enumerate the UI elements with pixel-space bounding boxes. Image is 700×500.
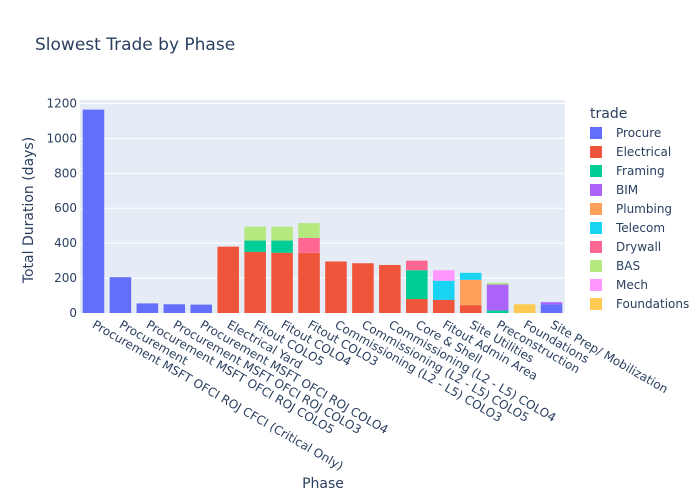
bar-telecom[interactable]	[432, 280, 455, 300]
bar-electrical[interactable]	[298, 252, 320, 313]
legend-item[interactable]: Telecom	[590, 221, 665, 235]
bar-foundations[interactable]	[513, 304, 536, 313]
bar-electrical[interactable]	[459, 305, 482, 313]
y-tick-label: 1000	[46, 131, 77, 145]
chart-title: Slowest Trade by Phase	[35, 35, 235, 55]
bar-electrical[interactable]	[244, 251, 266, 313]
y-axis-ticks: 0 200 400 600 800 1000 1200	[46, 96, 77, 320]
legend-label: Telecom	[615, 221, 665, 235]
bar-procure[interactable]	[190, 304, 213, 313]
legend-item[interactable]: BIM	[590, 183, 638, 197]
legend-item[interactable]: Plumbing	[590, 202, 672, 216]
legend-swatch	[590, 222, 602, 234]
legend-label: Plumbing	[616, 202, 672, 216]
legend-item[interactable]: Foundations	[590, 297, 689, 311]
legend-label: Procure	[616, 126, 661, 140]
legend-label: BAS	[616, 259, 640, 273]
legend-swatch	[590, 165, 602, 177]
bar-electrical[interactable]	[352, 263, 374, 313]
x-axis-ticks: Procurement MSFT OFCI ROJ CFCI (Critical…	[90, 317, 671, 473]
legend-item[interactable]: Electrical	[590, 145, 671, 159]
legend-swatch	[590, 279, 602, 291]
y-tick-label: 400	[54, 236, 77, 250]
bar-electrical[interactable]	[379, 264, 401, 313]
bar-framing[interactable]	[271, 240, 293, 253]
legend-item[interactable]: Drywall	[590, 240, 661, 254]
legend-swatch	[590, 241, 602, 253]
legend-swatch	[590, 298, 602, 310]
legend-label: BIM	[616, 183, 638, 197]
bar-procure[interactable]	[82, 109, 105, 313]
bar-electrical[interactable]	[271, 252, 293, 313]
bar-electrical[interactable]	[325, 261, 347, 314]
legend-swatch	[590, 127, 602, 139]
bar-framing[interactable]	[486, 310, 509, 313]
y-tick-label: 800	[54, 166, 77, 180]
legend-swatch	[590, 184, 602, 196]
y-tick-label: 600	[54, 201, 77, 215]
bar-electrical[interactable]	[217, 246, 239, 313]
legend-swatch	[590, 203, 602, 215]
legend-item[interactable]: BAS	[590, 259, 640, 273]
bar-procure[interactable]	[136, 303, 159, 313]
bar-procure[interactable]	[163, 304, 186, 313]
bars	[82, 109, 563, 314]
bar-plumbing[interactable]	[459, 279, 482, 306]
bar-bas[interactable]	[271, 226, 293, 241]
legend-label: Framing	[616, 164, 665, 178]
bar-procure[interactable]	[109, 277, 132, 313]
bar-drywall[interactable]	[298, 237, 320, 253]
legend-title: trade	[590, 106, 627, 122]
legend-label: Mech	[616, 278, 648, 292]
bar-bas[interactable]	[298, 223, 320, 238]
bar-bim[interactable]	[540, 302, 563, 305]
y-tick-label: 1200	[46, 96, 77, 110]
bar-framing[interactable]	[406, 270, 428, 300]
legend-label: Drywall	[616, 240, 661, 254]
legend-item[interactable]: Procure	[590, 126, 661, 140]
bar-electrical[interactable]	[406, 299, 428, 313]
bar-framing[interactable]	[244, 240, 266, 252]
plot-area	[80, 100, 565, 313]
legend-label: Foundations	[616, 297, 689, 311]
bar-mech[interactable]	[432, 270, 455, 281]
y-axis-title: Total Duration (days)	[21, 137, 37, 284]
grid-lines	[80, 102, 565, 279]
legend-swatch	[590, 146, 602, 158]
bar-telecom[interactable]	[459, 272, 482, 280]
y-tick-label: 200	[54, 271, 77, 285]
bar-bim[interactable]	[486, 284, 509, 311]
legend-swatch	[590, 260, 602, 272]
legend[interactable]: trade Procure Electrical Framing BIM Plumbin…	[590, 106, 689, 311]
bar-drywall[interactable]	[406, 260, 428, 271]
legend-label: Electrical	[616, 145, 671, 159]
legend-item[interactable]: Mech	[590, 278, 648, 292]
y-tick-label: 0	[69, 306, 77, 320]
x-axis-title: Phase	[302, 476, 344, 492]
legend-item[interactable]: Framing	[590, 164, 665, 178]
bar-electrical[interactable]	[432, 299, 455, 313]
bar-bas[interactable]	[486, 282, 509, 285]
bar-bas[interactable]	[244, 226, 266, 241]
bar-procure[interactable]	[540, 304, 563, 313]
